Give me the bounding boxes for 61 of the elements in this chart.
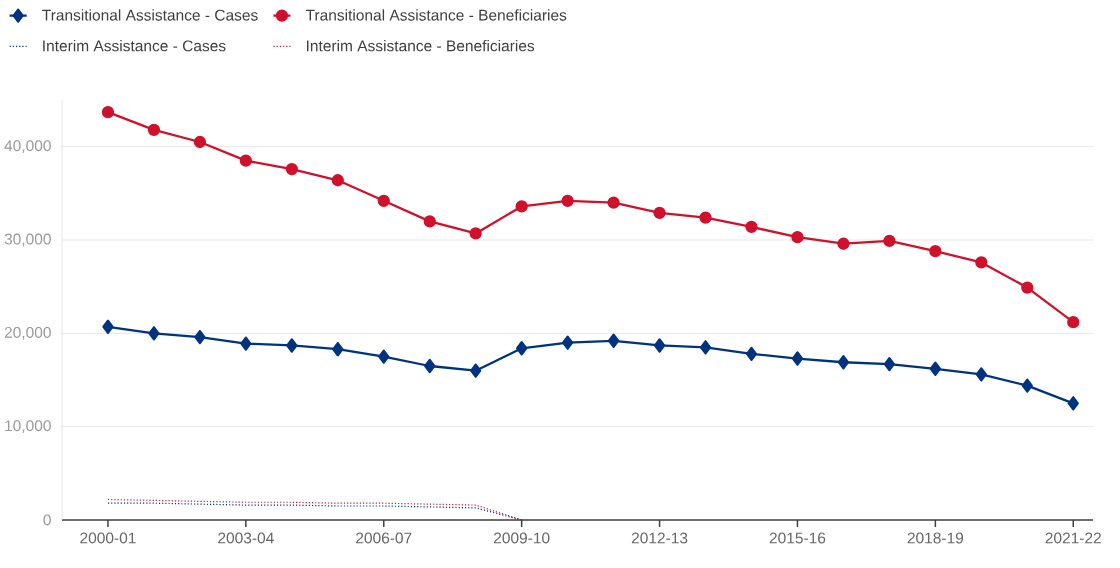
point	[470, 363, 482, 378]
point	[469, 227, 482, 240]
point	[194, 329, 206, 345]
point	[147, 123, 161, 137]
point	[883, 234, 896, 248]
y-tick-label: 40,000	[4, 140, 51, 154]
point	[791, 351, 804, 366]
point	[423, 215, 436, 228]
point	[377, 194, 390, 207]
point	[286, 338, 298, 353]
point	[240, 336, 252, 351]
y-tick-label: 20,000	[4, 326, 51, 340]
x-tick-label: 2012-13	[631, 532, 688, 544]
y-tick-label: 0	[43, 514, 51, 526]
point	[1067, 315, 1080, 329]
legend-label: Interim Assistance - Beneficiaries	[307, 39, 535, 52]
point	[929, 361, 942, 376]
y-tick-label: 30,000	[4, 233, 51, 247]
point	[653, 206, 666, 220]
point	[148, 326, 160, 341]
point	[516, 341, 528, 356]
point	[561, 335, 574, 350]
point	[193, 135, 207, 149]
point	[239, 154, 253, 167]
legend-label: Interim Assistance - Cases	[43, 39, 226, 52]
point	[745, 220, 758, 234]
legend-label: Transitional Assistance - Cases	[42, 9, 258, 21]
point	[745, 346, 758, 362]
x-tick-label: 2003-04	[218, 532, 274, 544]
x-tick-label: 2021-22	[1045, 532, 1101, 544]
point	[332, 342, 344, 357]
point	[699, 340, 712, 355]
point	[1067, 396, 1079, 411]
x-tick-label: 2000-01	[80, 532, 136, 544]
point	[101, 105, 115, 119]
point	[975, 367, 987, 382]
point	[561, 194, 574, 207]
x-tick-label: 2018-19	[907, 532, 964, 544]
legend-label: Transitional Assistance - Beneficiaries	[305, 9, 567, 21]
y-tick-label: 10,000	[5, 420, 51, 434]
point	[331, 174, 344, 187]
point	[378, 349, 390, 364]
point	[883, 356, 896, 372]
point	[791, 231, 804, 244]
point	[1021, 378, 1033, 393]
point	[607, 333, 620, 348]
point	[102, 319, 114, 334]
point	[929, 245, 942, 258]
point	[837, 355, 850, 370]
point	[975, 256, 988, 269]
x-tick-label: 2009-10	[494, 532, 550, 544]
x-tick-label: 2006-07	[356, 532, 412, 544]
point	[837, 237, 850, 250]
point	[285, 162, 298, 176]
point	[515, 200, 528, 213]
point	[653, 338, 666, 353]
point	[607, 196, 620, 209]
point	[699, 211, 712, 224]
point	[424, 358, 436, 374]
point	[1021, 281, 1034, 294]
x-tick-label: 2015-16	[769, 532, 826, 544]
